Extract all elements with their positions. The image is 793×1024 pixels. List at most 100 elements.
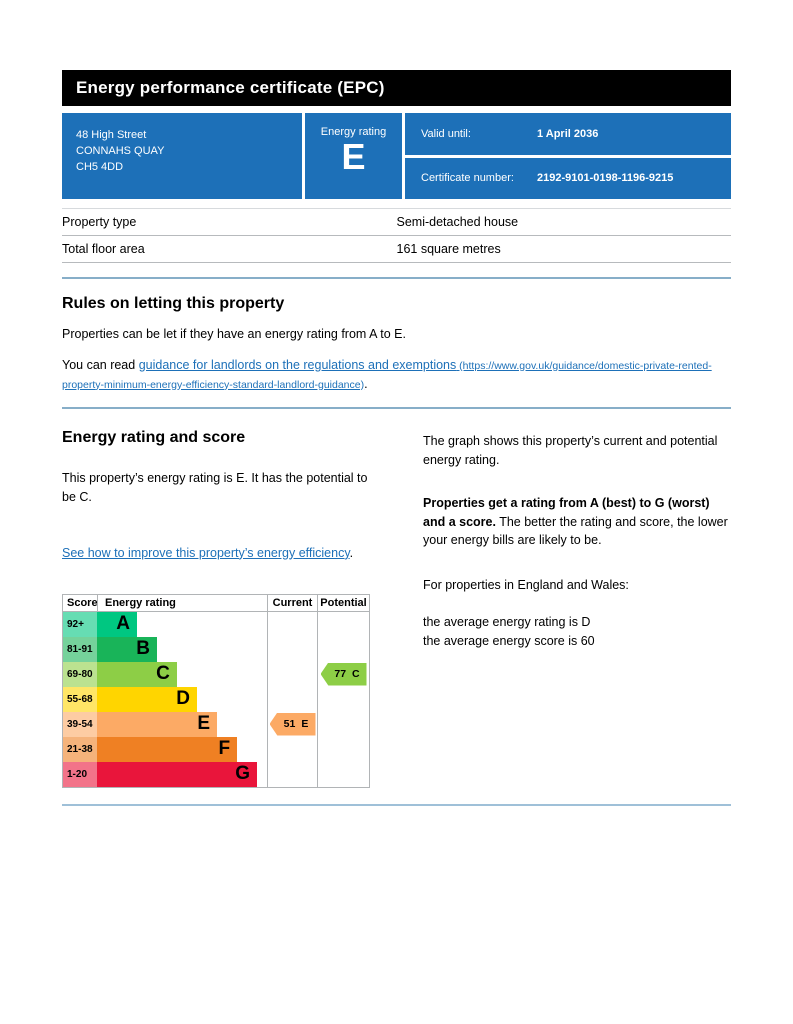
band-bar-a: A <box>97 611 137 637</box>
page-title: Energy performance certificate (EPC) <box>76 78 385 97</box>
band-score-range: 55-68 <box>63 686 97 712</box>
guidance-prefix: You can read <box>62 357 139 372</box>
chart-header-potential: Potential <box>317 594 369 611</box>
energy-rating-box: Energy rating E <box>305 113 402 199</box>
improve-paragraph: See how to improve this property’s energ… <box>62 544 372 563</box>
epc-band-row-a: 92+ A <box>63 611 369 637</box>
potential-column-cell <box>317 711 369 737</box>
energy-rating-value: E <box>341 136 366 177</box>
certificate-summary: 48 High Street CONNAHS QUAY CH5 4DD Ener… <box>62 113 731 199</box>
band-bar-f: F <box>97 736 238 762</box>
guidance-link-url: (https://www.gov.uk/guidance/domestic-pr… <box>62 359 712 391</box>
improve-efficiency-link[interactable]: See how to improve this property’s energ… <box>62 545 350 560</box>
averages-intro: For properties in England and Wales: <box>423 578 629 592</box>
band-bar-cell: C <box>97 661 267 687</box>
certificate-number-row: Certificate number: 2192-9101-0198-1196-… <box>405 157 731 199</box>
rating-right-column: The graph shows this property’s current … <box>423 429 731 787</box>
potential-column-cell <box>317 611 369 637</box>
potential-column-cell <box>317 761 369 787</box>
current-column-cell <box>267 761 317 787</box>
current-column-cell <box>267 636 317 662</box>
band-score-range: 21-38 <box>63 736 97 762</box>
band-bar-e: E <box>97 711 218 737</box>
band-bar-cell: A <box>97 611 267 637</box>
average-score-text: the average energy score is 60 <box>423 633 595 648</box>
epc-band-row-e: 39-54 E 51 E <box>63 711 369 737</box>
valid-until-label: Valid until: <box>421 127 471 140</box>
epc-band-row-f: 21-38 F <box>63 736 369 762</box>
floor-area-label: Total floor area <box>62 242 145 256</box>
epc-chart-rows: 92+ A 81-91 B 69-80 C 77 C 55-68 D 39-54 E 51 E 21-38 F… <box>63 611 369 787</box>
band-bar-g: G <box>97 761 257 787</box>
potential-rating-arrow-band: C <box>352 668 360 680</box>
section-divider <box>62 407 731 410</box>
current-rating-arrow: 51 E <box>269 712 316 736</box>
property-address: 48 High Street CONNAHS QUAY CH5 4DD <box>62 113 302 199</box>
band-bar-cell: F <box>97 736 267 762</box>
certificate-number-value: 2192-9101-0198-1196-9215 <box>537 172 674 185</box>
guidance-link-text: guidance for landlords on the regulation… <box>138 357 457 372</box>
epc-band-row-c: 69-80 C 77 C <box>63 661 369 687</box>
valid-until-row: Valid until: 1 April 2036 <box>405 113 731 155</box>
potential-rating-arrow-score: 77 <box>334 668 347 680</box>
property-type-label: Property type <box>62 215 137 229</box>
averages-values: the average energy rating is D the avera… <box>423 613 731 651</box>
floor-area-value: 161 square metres <box>396 242 501 256</box>
improve-suffix: . <box>349 545 354 560</box>
rules-paragraph: Properties can be let if they have an en… <box>62 327 406 341</box>
current-column-cell <box>267 611 317 637</box>
current-column-cell <box>267 736 317 762</box>
chart-header-score: Score <box>67 596 98 609</box>
certificate-number-label: Certificate number: <box>421 172 514 185</box>
current-rating-arrow-band: E <box>301 718 309 730</box>
average-rating-text: the average energy rating is D <box>423 614 591 629</box>
band-score-range: 69-80 <box>63 661 97 687</box>
band-bar-cell: D <box>97 686 267 712</box>
potential-rating-arrow: 77 C <box>320 662 367 686</box>
epc-band-row-g: 1-20 G <box>63 761 369 787</box>
property-details-table: Property type Semi-detached house Total … <box>62 208 731 263</box>
band-score-range: 1-20 <box>63 761 97 787</box>
potential-column-cell <box>317 736 369 762</box>
property-type-value: Semi-detached house <box>396 215 519 229</box>
current-column-cell: 51 E <box>267 711 317 737</box>
valid-until-value: 1 April 2036 <box>537 127 599 140</box>
rating-explanation: Properties get a rating from A (best) to… <box>423 494 731 550</box>
band-score-range: 92+ <box>63 611 97 637</box>
guidance-suffix: . <box>364 376 368 391</box>
epc-chart-header: Score Energy rating Current Potential <box>63 594 369 612</box>
guidance-paragraph: You can read guidance for landlords on t… <box>62 356 731 394</box>
chart-header-current: Current <box>267 594 317 611</box>
potential-column-cell: 77 C <box>317 661 369 687</box>
epc-band-row-d: 55-68 D <box>63 686 369 712</box>
certificate-details-box: Valid until: 1 April 2036 Certificate nu… <box>405 113 731 199</box>
band-bar-d: D <box>97 686 197 712</box>
certificate-title-bar: Energy performance certificate (EPC) <box>62 70 731 106</box>
rating-explanation-rest: The better the rating and score, the low… <box>423 514 728 548</box>
table-row: Total floor area 161 square metres <box>62 236 731 263</box>
potential-column-cell <box>317 636 369 662</box>
epc-band-row-b: 81-91 B <box>63 636 369 662</box>
rating-section-heading: Energy rating and score <box>62 429 246 447</box>
address-line-3: CH5 4DD <box>76 160 124 173</box>
band-bar-c: C <box>97 661 177 687</box>
band-score-range: 81-91 <box>63 636 97 662</box>
rating-left-column: Energy rating and score This property’s … <box>62 429 423 788</box>
band-bar-cell: G <box>97 761 267 787</box>
rules-section-heading: Rules on letting this property <box>62 295 285 312</box>
epc-rating-chart: Score Energy rating Current Potential 92… <box>62 593 370 788</box>
section-divider <box>62 277 731 279</box>
address-line-1: 48 High Street <box>76 129 147 141</box>
section-divider <box>62 803 731 806</box>
current-rating-arrow-score: 51 <box>283 718 296 730</box>
table-row: Property type Semi-detached house <box>62 208 731 236</box>
band-score-range: 39-54 <box>63 711 97 737</box>
band-bar-cell: E <box>97 711 267 737</box>
band-bar-cell: B <box>97 636 267 662</box>
address-line-2: CONNAHS QUAY <box>76 144 165 157</box>
potential-column-cell <box>317 686 369 712</box>
chart-header-rating: Energy rating <box>97 594 267 611</box>
landlord-guidance-link[interactable]: guidance for landlords on the regulation… <box>62 358 712 391</box>
current-column-cell <box>267 686 317 712</box>
energy-rating-section: Energy rating and score This property’s … <box>62 429 731 788</box>
